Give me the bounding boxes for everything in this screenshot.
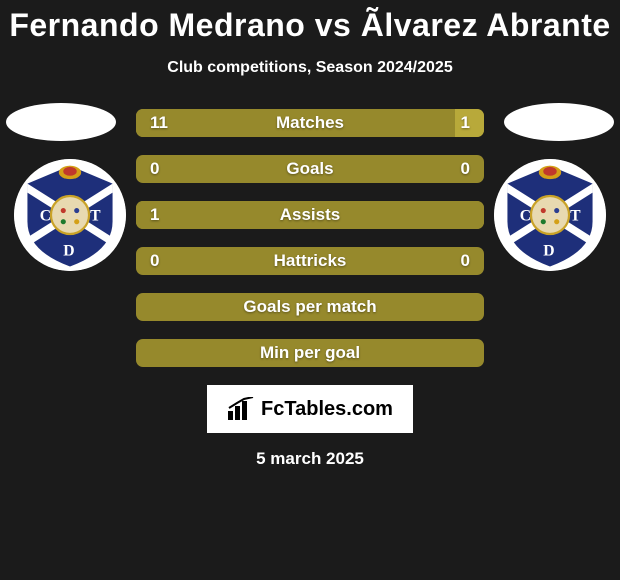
svg-text:T: T bbox=[90, 208, 101, 225]
stat-row: Goals per match bbox=[136, 293, 484, 321]
tenerife-shield-icon: C T D bbox=[14, 159, 126, 271]
svg-text:T: T bbox=[570, 208, 581, 225]
stat-value-left: 0 bbox=[136, 247, 173, 275]
stat-label: Hattricks bbox=[136, 247, 484, 275]
stat-label: Goals per match bbox=[136, 293, 484, 321]
page-title: Fernando Medrano vs Ãlvarez Abrante bbox=[0, 0, 620, 43]
fctables-chart-icon bbox=[227, 397, 255, 421]
stat-label: Min per goal bbox=[136, 339, 484, 367]
stat-value-left: 0 bbox=[136, 155, 173, 183]
stat-label: Goals bbox=[136, 155, 484, 183]
stat-value-right: 0 bbox=[447, 247, 484, 275]
stat-value-left: 1 bbox=[136, 201, 173, 229]
comparison-panel: C T D C T D bbox=[0, 109, 620, 367]
stat-label: Matches bbox=[136, 109, 484, 137]
stat-row: Goals0 0 bbox=[136, 155, 484, 183]
player-photo-placeholder-right bbox=[504, 103, 614, 141]
stat-value-left: 11 bbox=[136, 109, 182, 137]
subtitle: Club competitions, Season 2024/2025 bbox=[0, 59, 620, 77]
club-logo-left: C T D bbox=[14, 159, 126, 271]
stat-row: Min per goal bbox=[136, 339, 484, 367]
footer-logo: FcTables.com bbox=[207, 385, 413, 433]
stat-value-right: 0 bbox=[447, 155, 484, 183]
svg-text:D: D bbox=[63, 243, 74, 260]
svg-text:C: C bbox=[520, 208, 531, 225]
stat-bars: Matches111Goals00Assists1Hattricks00Goal… bbox=[136, 109, 484, 367]
stat-row: Assists1 bbox=[136, 201, 484, 229]
club-logo-right: C T D bbox=[494, 159, 606, 271]
tenerife-shield-icon: C T D bbox=[494, 159, 606, 271]
stat-value-right: 1 bbox=[447, 109, 484, 137]
stat-label: Assists bbox=[136, 201, 484, 229]
svg-text:D: D bbox=[543, 243, 554, 260]
footer-logo-text: FcTables.com bbox=[261, 398, 393, 421]
date-label: 5 march 2025 bbox=[0, 449, 620, 469]
stat-row: Matches111 bbox=[136, 109, 484, 137]
player-photo-placeholder-left bbox=[6, 103, 116, 141]
svg-text:C: C bbox=[40, 208, 51, 225]
stat-row: Hattricks0 0 bbox=[136, 247, 484, 275]
